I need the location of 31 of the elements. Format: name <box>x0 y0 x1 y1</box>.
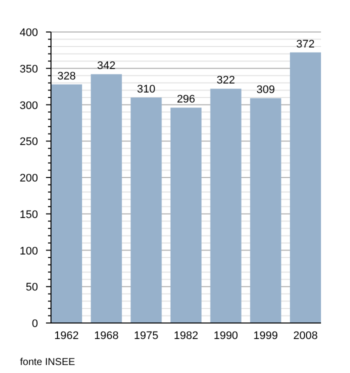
bar <box>90 74 122 323</box>
y-tick-label: 400 <box>20 27 38 39</box>
x-tick-label: 1968 <box>94 330 119 342</box>
bar <box>130 97 162 323</box>
y-tick-label: 100 <box>20 245 38 258</box>
y-tick-label: 150 <box>20 208 38 221</box>
y-tick-label: 300 <box>20 100 38 112</box>
data-label: 296 <box>176 94 196 106</box>
data-label: 310 <box>136 83 156 96</box>
y-tick-label: 200 <box>20 172 38 184</box>
data-label: 309 <box>256 84 275 96</box>
x-tick-label: 2008 <box>293 330 318 342</box>
y-tick-label: 350 <box>20 63 38 76</box>
x-tick-label: 1999 <box>253 330 278 342</box>
data-label: 372 <box>296 38 315 50</box>
data-label: 322 <box>216 74 236 87</box>
bar <box>250 98 282 323</box>
y-tick-label: 250 <box>20 136 38 148</box>
bar <box>290 52 321 323</box>
y-tick-label: 0 <box>32 318 38 330</box>
x-tick-label: 1975 <box>134 330 158 342</box>
bar <box>51 84 82 323</box>
x-tick-label: 1982 <box>174 330 198 342</box>
x-tick-label: 1962 <box>54 330 79 342</box>
source-note: fonte INSEE <box>20 357 76 368</box>
y-tick-label: 50 <box>26 282 38 294</box>
data-label: 342 <box>97 60 116 72</box>
bar <box>210 88 242 323</box>
x-tick-label: 1990 <box>214 330 238 342</box>
data-label: 328 <box>57 70 76 82</box>
bar <box>170 108 202 323</box>
